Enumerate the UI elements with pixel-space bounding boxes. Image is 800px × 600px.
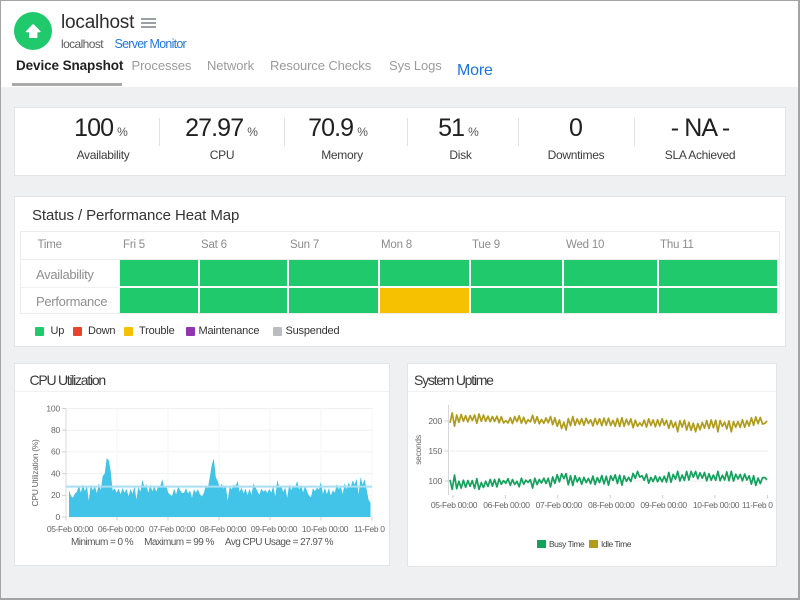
svg-text:150: 150 xyxy=(428,446,442,456)
svg-text:09-Feb 00:00: 09-Feb 00:00 xyxy=(251,524,298,534)
svg-text:40: 40 xyxy=(51,468,61,478)
svg-text:06-Feb 00:00: 06-Feb 00:00 xyxy=(483,500,530,510)
svg-text:08-Feb 00:00: 08-Feb 00:00 xyxy=(200,524,247,534)
svg-text:10-Feb 00:00: 10-Feb 00:00 xyxy=(693,500,740,510)
svg-text:11-Feb 0: 11-Feb 0 xyxy=(742,500,773,510)
svg-text:11-Feb 0: 11-Feb 0 xyxy=(354,524,385,534)
svg-text:05-Feb 00:00: 05-Feb 00:00 xyxy=(431,500,478,510)
svg-text:CPU Utilization (%): CPU Utilization (%) xyxy=(30,439,40,507)
svg-text:08-Feb 00:00: 08-Feb 00:00 xyxy=(588,500,635,510)
svg-text:07-Feb 00:00: 07-Feb 00:00 xyxy=(536,500,583,510)
svg-text:100: 100 xyxy=(46,403,60,413)
svg-text:10-Feb 00:00: 10-Feb 00:00 xyxy=(302,524,349,534)
svg-text:06-Feb 00:00: 06-Feb 00:00 xyxy=(98,524,145,534)
svg-text:200: 200 xyxy=(428,416,442,426)
svg-text:05-Feb 00:00: 05-Feb 00:00 xyxy=(47,524,94,534)
svg-text:07-Feb 00:00: 07-Feb 00:00 xyxy=(149,524,196,534)
svg-text:60: 60 xyxy=(51,447,61,457)
svg-text:80: 80 xyxy=(51,425,61,435)
svg-text:09-Feb 00:00: 09-Feb 00:00 xyxy=(640,500,687,510)
svg-text:0: 0 xyxy=(55,512,60,522)
svg-text:seconds: seconds xyxy=(413,435,423,465)
svg-text:100: 100 xyxy=(428,476,442,486)
svg-text:20: 20 xyxy=(51,490,61,500)
